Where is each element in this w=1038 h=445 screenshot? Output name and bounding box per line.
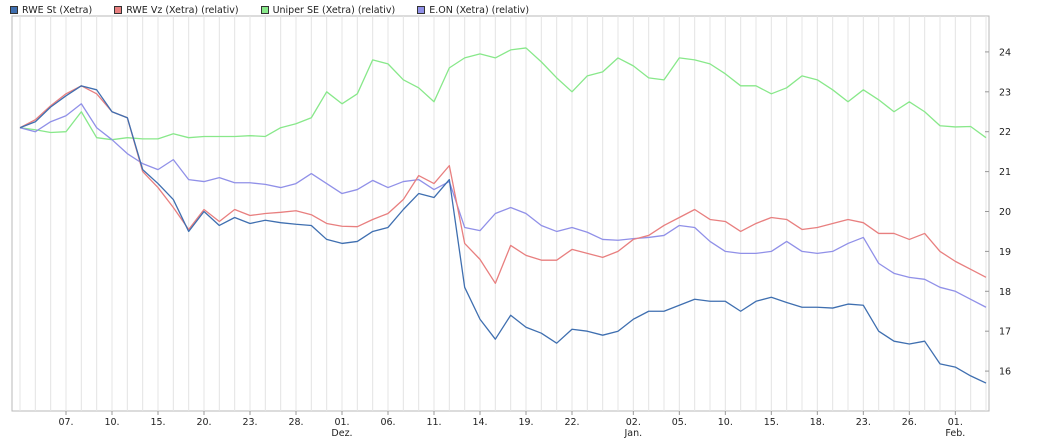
x-tick-label: 26. — [902, 417, 917, 428]
legend-swatch-rwe-vz — [114, 6, 123, 14]
x-tick-label: 15. — [150, 417, 165, 428]
x-tick-label: 23. — [242, 417, 257, 428]
x-tick-label: 02. — [626, 417, 641, 428]
x-tick-month-label: Feb. — [945, 428, 965, 439]
legend-swatch-eon — [417, 6, 426, 14]
legend-swatch-uniper — [260, 6, 269, 14]
x-tick-label: 01. — [948, 417, 963, 428]
x-tick-label: 20. — [196, 417, 211, 428]
legend-swatch-rwe-st — [10, 6, 18, 14]
legend: RWE St (Xetra) RWE Vz (Xetra) (relativ) … — [10, 3, 529, 17]
x-tick-label: 18. — [810, 417, 825, 428]
y-tick-label: 19 — [999, 247, 1011, 258]
series-lines — [19, 47, 987, 384]
x-tick-label: 14. — [472, 417, 487, 428]
x-tick-label: 11. — [426, 417, 441, 428]
series-line-uniper-se-xetra-relativ — [19, 47, 987, 141]
x-tick-label: 10. — [718, 417, 733, 428]
legend-item-uniper[interactable]: Uniper SE (Xetra) (relativ) — [260, 3, 396, 17]
legend-label-rwe-st: RWE St (Xetra) — [22, 4, 93, 16]
y-tick-label: 16 — [999, 367, 1011, 378]
legend-label-uniper: Uniper SE (Xetra) (relativ) — [272, 4, 396, 16]
legend-label-eon: E.ON (Xetra) (relativ) — [429, 4, 530, 16]
legend-item-rwe-vz[interactable]: RWE Vz (Xetra) (relativ) — [114, 3, 239, 17]
y-tick-label: 18 — [999, 287, 1011, 298]
plot-background — [11, 15, 990, 412]
x-tick-month-label: Jan. — [623, 428, 642, 439]
x-tick-label: 15. — [764, 417, 779, 428]
y-tick-label: 24 — [999, 47, 1011, 58]
legend-item-eon[interactable]: E.ON (Xetra) (relativ) — [417, 3, 529, 17]
x-tick-label: 01. — [334, 417, 349, 428]
x-tick-label: 19. — [518, 417, 533, 428]
x-axis-ticks: 07. 10. 15. 20. 23. 28. 01.Dez.06. 11. 14. 19. 22.… — [58, 411, 965, 439]
y-tick-label: 20 — [999, 207, 1011, 218]
legend-item-rwe-st[interactable]: RWE St (Xetra) — [10, 3, 92, 17]
y-axis-ticks: 16 17 18 19 20 21 22 23 24 — [985, 47, 1011, 378]
y-tick-label: 21 — [999, 167, 1011, 178]
x-tick-month-label: Dez. — [331, 428, 352, 439]
series-line-rwe-st-xetra — [19, 85, 987, 384]
series-line-e-on-xetra-relativ — [19, 103, 987, 308]
x-tick-label: 10. — [104, 417, 119, 428]
y-tick-label: 22 — [999, 127, 1011, 138]
legend-label-rwe-vz: RWE Vz (Xetra) (relativ) — [126, 4, 239, 16]
series-line-rwe-vz-xetra-relativ — [19, 85, 987, 284]
x-tick-label: 23. — [856, 417, 871, 428]
y-tick-label: 23 — [999, 87, 1011, 98]
y-tick-label: 17 — [999, 327, 1011, 338]
x-tick-label: 05. — [672, 417, 687, 428]
x-tick-label: 06. — [380, 417, 395, 428]
x-tick-label: 28. — [288, 417, 303, 428]
x-tick-label: 22. — [564, 417, 579, 428]
x-tick-label: 07. — [58, 417, 73, 428]
grid-lines — [19, 16, 987, 411]
